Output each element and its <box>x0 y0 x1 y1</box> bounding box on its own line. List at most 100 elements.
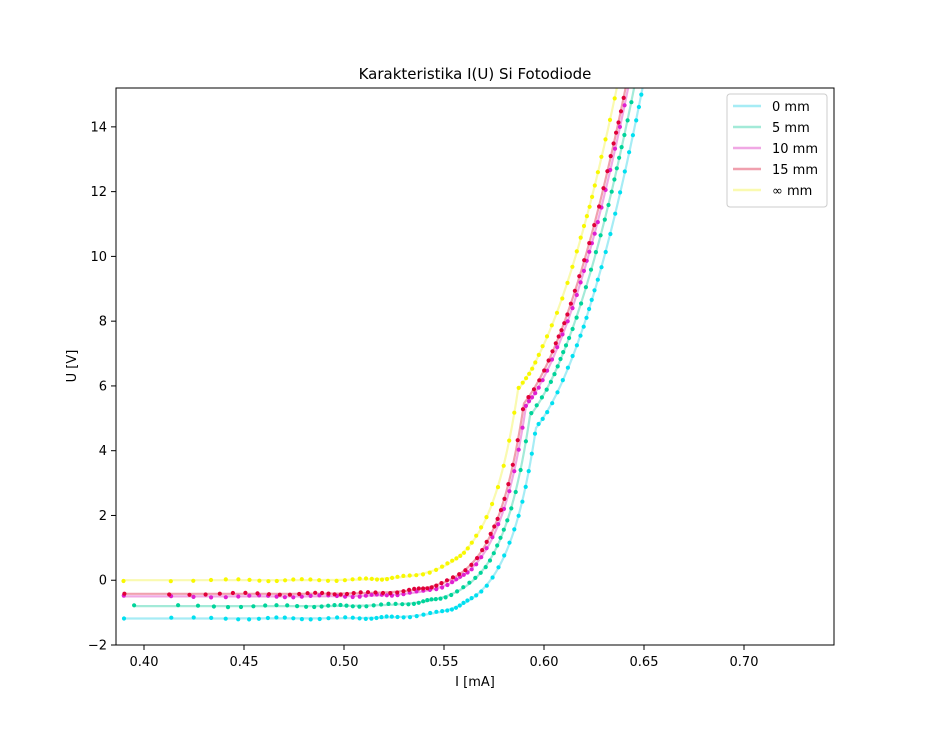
data-point <box>578 333 583 338</box>
data-point <box>343 615 348 620</box>
data-point <box>630 133 636 138</box>
data-point <box>389 614 394 619</box>
data-point <box>467 580 472 585</box>
data-point <box>453 605 459 610</box>
data-point <box>369 616 374 621</box>
data-point <box>401 589 406 594</box>
data-point <box>570 264 575 269</box>
data-point <box>308 593 313 599</box>
y-tick-label: 4 <box>99 444 107 459</box>
data-point <box>614 130 619 135</box>
data-point <box>599 154 604 159</box>
data-point <box>625 118 630 123</box>
data-point <box>526 399 532 404</box>
data-point <box>563 343 569 348</box>
data-point <box>317 593 322 598</box>
data-point <box>373 590 378 595</box>
data-point <box>427 570 432 575</box>
data-point <box>295 604 300 609</box>
data-point <box>542 368 547 373</box>
data-point <box>587 306 592 312</box>
data-point <box>469 540 474 545</box>
data-point <box>532 431 538 436</box>
data-point <box>433 597 438 602</box>
data-point <box>634 79 638 83</box>
data-point <box>282 595 287 600</box>
data-point <box>554 310 560 315</box>
data-point <box>516 447 521 452</box>
data-point <box>374 577 380 582</box>
data-point <box>593 250 599 255</box>
data-point <box>191 615 196 620</box>
plot-frame <box>115 87 835 646</box>
data-point <box>256 616 261 621</box>
data-point <box>562 321 567 326</box>
y-tick-label: 14 <box>90 120 107 135</box>
data-point <box>496 522 501 527</box>
data-point <box>483 565 488 570</box>
data-point <box>463 568 468 573</box>
data-point <box>523 484 528 489</box>
data-point <box>440 585 445 590</box>
data-point <box>601 186 606 191</box>
data-point <box>592 231 597 236</box>
data-point <box>420 572 426 577</box>
data-point <box>449 592 454 598</box>
data-point <box>498 508 504 513</box>
data-point <box>461 600 466 606</box>
data-point <box>317 616 322 622</box>
data-point <box>421 586 426 591</box>
data-point <box>490 501 495 507</box>
y-tick-label: 10 <box>90 250 107 265</box>
y-tick-label: 6 <box>99 379 107 394</box>
data-point <box>342 578 347 583</box>
data-point <box>369 576 374 582</box>
data-point <box>544 387 549 392</box>
data-point <box>555 390 560 395</box>
data-point <box>461 585 466 590</box>
data-point <box>390 575 395 581</box>
data-point <box>217 591 222 596</box>
data-point <box>401 615 406 620</box>
data-point <box>384 577 390 582</box>
data-point <box>480 548 485 553</box>
data-point <box>583 285 589 290</box>
data-point <box>530 366 535 371</box>
data-point <box>634 118 639 123</box>
data-point <box>230 590 235 596</box>
data-point <box>287 592 292 597</box>
data-point <box>469 567 474 572</box>
data-point <box>247 577 252 583</box>
data-point <box>371 603 376 608</box>
data-point <box>132 603 137 608</box>
legend-label: 10 mm <box>772 142 818 157</box>
data-point <box>357 616 362 621</box>
data-point <box>578 280 583 285</box>
data-point <box>572 288 578 293</box>
data-point <box>380 590 386 596</box>
y-tick-label: 12 <box>90 185 107 200</box>
data-point <box>312 604 317 610</box>
x-axis-label: I [mA] <box>455 675 495 690</box>
data-point <box>416 600 421 605</box>
data-point <box>507 489 512 494</box>
data-point <box>550 401 555 406</box>
data-point <box>421 599 426 604</box>
data-point <box>282 615 287 620</box>
data-point <box>465 546 470 551</box>
data-point <box>274 594 279 599</box>
y-tick-label: 2 <box>99 509 107 524</box>
data-point <box>549 323 554 328</box>
data-point <box>549 357 555 362</box>
data-point <box>577 274 582 279</box>
data-point <box>406 602 411 607</box>
data-point <box>454 556 459 561</box>
data-point <box>590 194 595 199</box>
data-point <box>574 292 579 298</box>
data-point <box>255 591 260 596</box>
data-point <box>478 570 483 575</box>
data-point <box>326 616 331 621</box>
data-point <box>501 463 506 468</box>
data-point <box>223 616 228 621</box>
data-point <box>536 385 541 390</box>
